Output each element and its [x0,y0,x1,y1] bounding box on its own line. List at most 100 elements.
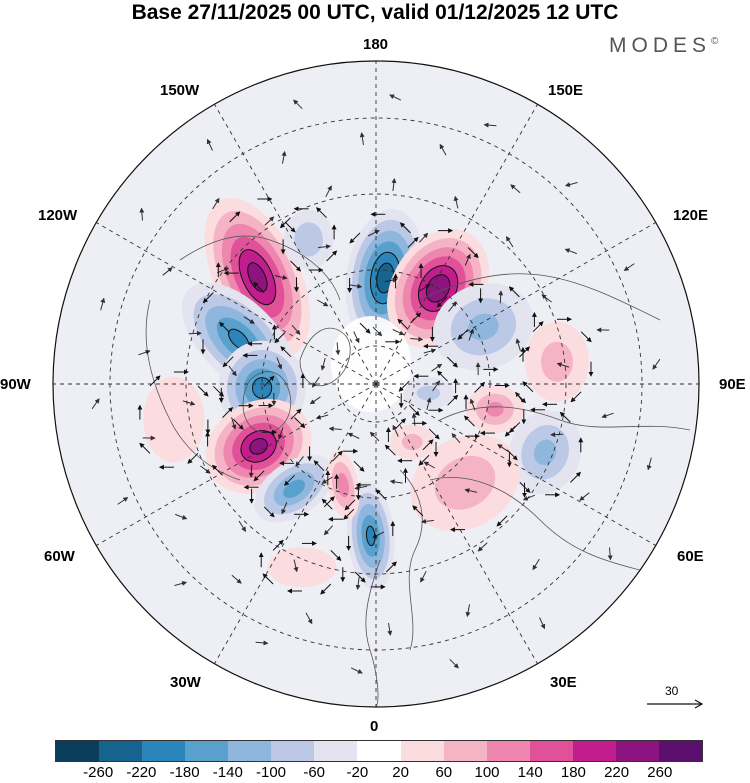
colorbar-segment-6 [314,741,358,761]
wind-vector-91 [522,381,534,393]
colorbar-segment-1 [99,741,143,761]
wind-vector-105 [570,471,582,483]
brand-logo: MODES© [609,34,718,58]
wind-vector-191 [550,432,564,438]
wind-vector-33 [290,408,302,420]
wind-vector-217 [274,274,288,280]
colorbar-tick-label: -180 [169,764,200,781]
wind-vector-218 [243,316,255,324]
lon-label-60w: 60W [44,548,75,565]
contour-line [249,438,268,455]
wind-vector-178 [439,143,447,156]
wind-vector-211 [515,338,521,351]
wind-vector-129 [418,454,430,466]
coastline-5 [419,273,661,321]
colorbar-tick-label: -220 [126,764,157,781]
wind-vector-256 [309,396,321,405]
wind-vector-59 [354,571,366,583]
wind-vector-206 [372,531,385,538]
wind-vector-139 [139,442,151,454]
colorbar-segment-7 [357,741,401,761]
meridian-330 [214,383,377,664]
meridian-300 [96,383,377,546]
colorbar-tick-label: 100 [474,764,500,781]
wind-vector-45 [222,406,234,418]
wind-vector-35 [232,418,244,430]
wind-vector-233 [349,283,363,289]
lon-label-150w: 150W [160,82,200,99]
colorbar-tick-label: 60 [435,764,453,781]
vector-reference-label: 30 [665,684,679,698]
wind-vector-247 [431,363,443,372]
wind-vector-95 [580,331,592,343]
wind-vector-113 [496,515,508,527]
lon-label-30w: 30W [170,674,201,691]
wind-vector-179 [359,132,365,145]
colorbar-tick-label: 180 [560,764,586,781]
wind-vector-167 [174,581,188,586]
wind-vector-201 [182,400,196,406]
lon-label-120e: 120E [673,207,709,224]
wind-vector-49 [323,496,335,508]
wind-vector-255 [311,376,320,388]
wind-vector-75 [290,260,302,272]
colorbar-segment-0 [56,741,100,761]
anomaly-blue-kara [403,377,454,409]
wind-vector-232 [384,277,398,283]
wind-vector-227 [469,398,476,411]
wind-vector-29 [202,292,214,304]
wind-vector-204 [293,559,299,573]
colorbar-tick-label: 20 [392,764,409,781]
wind-vector-202 [200,465,211,474]
colorbar-tick-label: 220 [604,764,630,781]
colorbar-segment-4 [228,741,272,761]
wind-vector-193 [541,294,552,303]
wind-vector-145 [320,583,332,595]
wind-vector-65 [343,508,355,520]
wind-vector-127 [436,370,448,382]
coastline-6 [179,235,341,301]
wind-vector-181 [212,197,220,210]
anomaly-level-1 [416,385,441,401]
anomaly-blue-caspian [508,410,582,495]
wind-vector-169 [350,667,363,674]
wind-vector-249 [410,336,424,342]
wind-vector-1 [410,312,422,324]
wind-vector-207 [421,518,434,524]
anomaly-pink-east-atlantic [267,547,337,588]
wind-vector-137 [187,452,199,464]
wind-vector-241 [354,485,368,491]
lon-label-90w: 90W [0,376,31,393]
wind-vector-221 [248,464,254,478]
wind-vector-125 [398,380,410,392]
colorbar-segment-5 [271,741,315,761]
wind-vector-21 [229,211,241,223]
wind-vector-157 [623,263,635,271]
coastline-8 [365,559,381,707]
anomaly-level-2 [468,313,499,341]
wind-vector-152 [449,658,459,669]
wind-vector-162 [206,138,213,151]
coastline-0 [299,327,351,387]
wind-vector-239 [295,456,304,467]
lon-label-90e: 90E [719,376,746,393]
colorbar-tick-label: -20 [346,764,369,781]
wind-vector-131 [384,444,396,456]
wind-vector-101 [474,381,486,393]
colorbar-tick-label: -260 [83,764,114,781]
anomaly-pink-central-asia [525,321,589,402]
wind-vector-111 [559,411,571,423]
wind-vector-77 [279,217,291,229]
wind-vector-192 [556,362,570,368]
wind-vector-17 [274,332,286,344]
meridian-120 [375,222,656,385]
wind-vector-225 [423,461,436,469]
lon-label-30e: 30E [550,674,577,691]
wind-vector-81 [519,346,531,358]
anomaly-pink-greenland [326,451,360,520]
wind-vector-182 [162,267,173,276]
wind-vector-234 [316,299,329,307]
wind-vector-141 [149,375,161,387]
wind-vector-220 [231,417,237,430]
